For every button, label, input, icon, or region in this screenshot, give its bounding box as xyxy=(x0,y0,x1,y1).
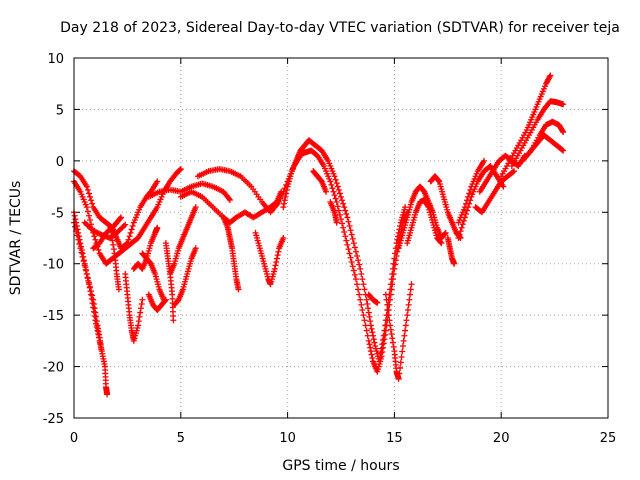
series-track-w xyxy=(327,199,340,226)
series-track-x xyxy=(365,291,381,306)
series-track-ak xyxy=(523,132,567,159)
data-point-markers xyxy=(508,98,567,169)
y-tick-label: -10 xyxy=(43,258,64,273)
plot-frame xyxy=(73,57,609,419)
y-tick-label: 10 xyxy=(47,52,64,67)
series-track-ai xyxy=(508,98,567,169)
x-tick-label: 15 xyxy=(386,431,403,446)
data-point-markers xyxy=(167,204,199,277)
data-point-markers xyxy=(107,224,122,293)
y-tick-label: -25 xyxy=(43,412,64,427)
series-track-r xyxy=(220,214,242,293)
data-point-markers xyxy=(472,168,518,216)
y-tick-label: -20 xyxy=(43,361,64,376)
series-track-s xyxy=(252,229,287,288)
data-point-markers xyxy=(523,132,567,159)
series-track-g xyxy=(107,224,122,293)
data-point-markers xyxy=(498,72,554,180)
data-point-markers xyxy=(444,235,458,267)
x-tick-label: 20 xyxy=(493,431,510,446)
series-track-ah xyxy=(498,72,554,180)
data-point-markers xyxy=(122,271,146,344)
data-point-markers xyxy=(280,137,409,365)
series-track-j xyxy=(139,250,167,303)
data-point-markers xyxy=(130,224,161,272)
chart-title: Day 218 of 2023, Sidereal Day-to-day VTE… xyxy=(60,20,620,36)
data-point-markers xyxy=(90,214,124,252)
data-point-markers xyxy=(171,245,199,308)
series-track-k xyxy=(145,291,169,313)
x-axis-label: GPS time / hours xyxy=(282,458,399,474)
data-point-markers xyxy=(310,168,330,195)
series-track-v xyxy=(310,168,330,195)
series-track-f xyxy=(90,214,124,252)
series-track-aa xyxy=(404,196,445,247)
series-track-m xyxy=(167,204,199,277)
series-track-t xyxy=(280,137,409,365)
series-track-y xyxy=(382,281,415,382)
series-track-p xyxy=(145,180,233,203)
data-point-markers xyxy=(220,214,242,293)
series-track-ac xyxy=(444,235,458,267)
data-point-markers xyxy=(252,229,287,288)
data-point-markers xyxy=(145,291,169,313)
y-tick-label: -15 xyxy=(43,309,64,324)
y-tick-label: 5 xyxy=(56,103,64,118)
y-tick-label: -5 xyxy=(51,206,64,221)
data-point-markers xyxy=(139,250,167,303)
series-track-ae xyxy=(455,157,488,226)
series-track-i xyxy=(130,224,161,272)
x-tick-label: 0 xyxy=(70,431,78,446)
x-tick-label: 5 xyxy=(177,431,185,446)
series-track-n xyxy=(171,245,199,308)
x-tick-label: 25 xyxy=(600,431,617,446)
data-point-markers xyxy=(145,180,233,203)
data-point-markers xyxy=(365,291,381,306)
data-point-markers xyxy=(382,281,415,382)
data-point-markers xyxy=(327,199,340,226)
series-track-af xyxy=(472,168,518,216)
data-point-markers xyxy=(404,196,445,247)
x-tick-label: 10 xyxy=(279,431,296,446)
y-axis-label: SDTVAR / TECUs xyxy=(8,181,24,296)
data-point-markers xyxy=(455,157,488,226)
y-tick-label: 0 xyxy=(56,155,64,170)
series-track-h xyxy=(122,271,146,344)
